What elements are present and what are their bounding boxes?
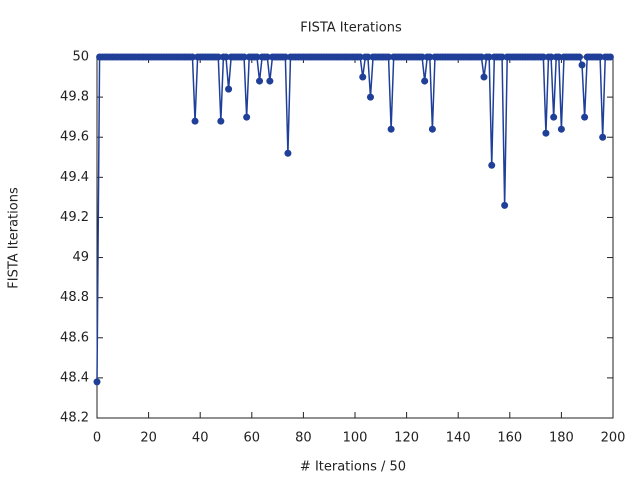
point	[385, 53, 393, 61]
point	[253, 53, 261, 61]
point	[488, 161, 496, 169]
point	[596, 53, 604, 61]
x-tick-label: 40	[192, 431, 209, 446]
y-tick-label: 50	[72, 50, 89, 65]
point	[214, 53, 222, 61]
x-tick-label: 120	[394, 431, 419, 446]
x-tick-label: 20	[140, 431, 157, 446]
y-tick-label: 48.8	[60, 290, 89, 305]
point	[426, 53, 434, 61]
y-tick-label: 49.2	[60, 210, 89, 225]
series-line	[96, 56, 611, 382]
point	[364, 53, 372, 61]
y-tick-label: 48.6	[60, 330, 89, 345]
x-tick-label: 160	[497, 431, 522, 446]
point	[550, 113, 558, 121]
point	[284, 149, 292, 157]
point	[581, 113, 589, 121]
point	[387, 125, 395, 133]
point	[191, 117, 199, 125]
point	[480, 73, 488, 81]
x-tick-label: 100	[343, 431, 368, 446]
point	[418, 53, 426, 61]
point	[256, 77, 264, 85]
point	[225, 85, 233, 93]
plot-frame	[96, 56, 614, 419]
point	[498, 53, 506, 61]
point	[366, 93, 374, 101]
y-tick-label: 49	[72, 250, 89, 265]
point	[217, 117, 225, 125]
y-tick-label: 49.8	[60, 90, 89, 105]
point	[428, 125, 436, 133]
point	[575, 53, 583, 61]
point	[359, 73, 367, 81]
chart-title: FISTA Iterations	[300, 21, 402, 36]
point	[421, 77, 429, 85]
point	[222, 53, 230, 61]
point	[240, 53, 248, 61]
y-tick-label: 49.6	[60, 130, 89, 145]
point	[93, 378, 101, 386]
x-axis-label: # Iterations / 50	[300, 460, 406, 475]
x-tick-label: 180	[549, 431, 574, 446]
point	[266, 77, 274, 85]
point	[485, 53, 493, 61]
y-tick-label: 48.2	[60, 411, 89, 426]
point	[547, 53, 555, 61]
x-tick-label: 0	[93, 431, 101, 446]
point	[599, 133, 607, 141]
point	[243, 113, 251, 121]
x-tick-label: 140	[446, 431, 471, 446]
x-tick-label: 80	[295, 431, 312, 446]
point	[356, 53, 364, 61]
point	[557, 125, 565, 133]
y-axis-label: FISTA Iterations	[7, 187, 22, 289]
y-tick-label: 48.4	[60, 370, 89, 385]
point	[539, 53, 547, 61]
x-tick-label: 60	[244, 431, 261, 446]
point	[542, 129, 550, 137]
point	[188, 53, 196, 61]
point	[555, 53, 563, 61]
point	[578, 61, 586, 69]
point	[501, 201, 509, 209]
point	[477, 53, 485, 61]
x-tick-label: 200	[601, 431, 626, 446]
point	[606, 53, 614, 61]
y-tick-label: 49.4	[60, 170, 89, 185]
point	[263, 53, 271, 61]
point	[281, 53, 289, 61]
